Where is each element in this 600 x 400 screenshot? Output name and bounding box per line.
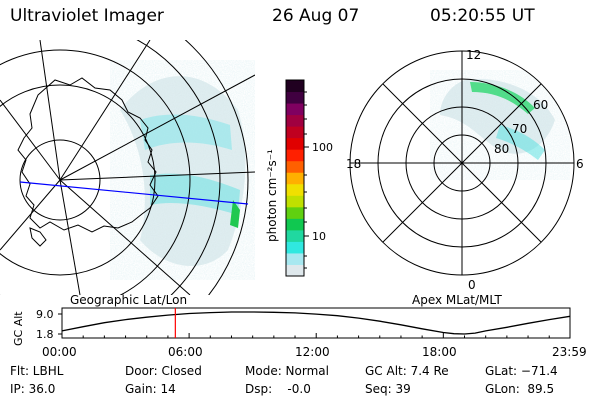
left-map-label: Geographic Lat/Lon (70, 293, 187, 307)
instrument-title: Ultraviolet Imager (10, 6, 164, 26)
colorbar: 100 10 photon cm⁻²s⁻¹ (265, 79, 333, 277)
left-aurora-cyan-1 (140, 114, 232, 150)
meridian-7 (59, 179, 81, 295)
lat-circle-5 (184, 40, 249, 295)
colorbar-stop (286, 172, 304, 185)
mlt-label-6: 6 (576, 157, 584, 171)
left-aurora-cyan-2 (150, 173, 240, 215)
orbit-altitude-line (61, 311, 571, 335)
colorbar-stop (286, 252, 304, 265)
colorbar-stop (286, 149, 304, 162)
orbit-xtick-3: 18:00 (422, 345, 457, 359)
status-glat: GLat: −71.4 (485, 364, 558, 378)
orbit-xtick-1: 06:00 (168, 345, 203, 359)
status-dsp: Dsp: -0.0 (245, 382, 311, 396)
orbit-xtick-2: 12:00 (295, 345, 330, 359)
colorbar-stop (286, 160, 304, 173)
orbit-xtick-4: 23:59 (552, 345, 587, 359)
colorbar-stop (286, 218, 304, 231)
orbit-plot: 9.0 1.8 GC Alt 00:00 06:00 12:00 18:00 2… (12, 307, 587, 359)
status-door: Door: Closed (125, 364, 202, 378)
meridian-2 (39, 40, 61, 181)
status-mode: Mode: Normal (245, 364, 329, 378)
colorbar-stop (286, 137, 304, 150)
colorbar-stop (286, 183, 304, 196)
meridian-6 (59, 179, 191, 295)
left-aurora-speckle (110, 60, 255, 280)
colorbar-stop (286, 91, 304, 104)
colorbar-stop (286, 126, 304, 139)
status-ip: IP: 36.0 (10, 382, 56, 396)
status-gain: Gain: 14 (125, 382, 176, 396)
status-filter: Flt: LBHL (10, 364, 64, 378)
date-label: 26 Aug 07 (272, 6, 360, 26)
meridian-5 (59, 171, 255, 181)
mlt-diag-2 (382, 83, 542, 243)
colorbar-stop (286, 206, 304, 219)
right-map-label: Apex MLat/MLT (412, 293, 502, 307)
colorbar-stop (286, 114, 304, 127)
status-gc-alt: GC Alt: 7.4 Re (365, 364, 449, 378)
right-aurora-cyan (496, 125, 545, 160)
orbit-xtick-0: 00:00 (42, 345, 77, 359)
meridian-3 (59, 40, 151, 181)
lat-circle-4 (136, 40, 221, 295)
colorbar-stop (286, 80, 304, 93)
left-geographic-map (0, 40, 255, 295)
orbit-ytick-max: 9.0 (36, 308, 54, 321)
colorbar-frame (285, 79, 305, 277)
mlat-label-70: 70 (512, 122, 527, 136)
lat-circle-1 (19, 139, 101, 221)
status-seq: Seq: 39 (365, 382, 411, 396)
mlt-label-0: 0 (468, 278, 476, 292)
meridian-4 (59, 74, 255, 181)
colorbar-stop (286, 241, 304, 254)
colorbar-minor-ticks (304, 91, 307, 269)
colorbar-stops (286, 80, 304, 277)
lat-circle-2 (0, 84, 156, 276)
colorbar-stop (286, 229, 304, 242)
time-label: 05:20:55 UT (430, 6, 535, 26)
orbit-ylabel: GC Alt (12, 311, 25, 346)
peninsula (29, 227, 47, 247)
mlt-label-12: 12 (466, 48, 481, 62)
colorbar-stop (286, 103, 304, 116)
colorbar-stop (286, 195, 304, 208)
satellite-track (19, 181, 249, 205)
mlat-label-80: 80 (494, 142, 509, 156)
coastline (17, 77, 159, 233)
lat-circle-3 (0, 49, 191, 295)
left-aurora-green-spot (230, 200, 240, 228)
colorbar-stop (286, 264, 304, 277)
colorbar-label-10: 10 (312, 230, 326, 243)
mlat-label-60: 60 (533, 98, 548, 112)
colorbar-label-100: 100 (312, 141, 333, 154)
status-glon: GLon: 89.5 (485, 382, 555, 396)
colorbar-unit: photon cm⁻²s⁻¹ (265, 149, 279, 242)
meridian-8 (0, 179, 61, 251)
mlt-label-18: 18 (346, 157, 361, 171)
orbit-x-ticks (61, 333, 571, 338)
right-polar-map: 12 18 6 0 60 70 80 (346, 48, 584, 292)
orbit-ytick-min: 1.8 (36, 328, 54, 341)
meridian-1 (0, 99, 61, 181)
